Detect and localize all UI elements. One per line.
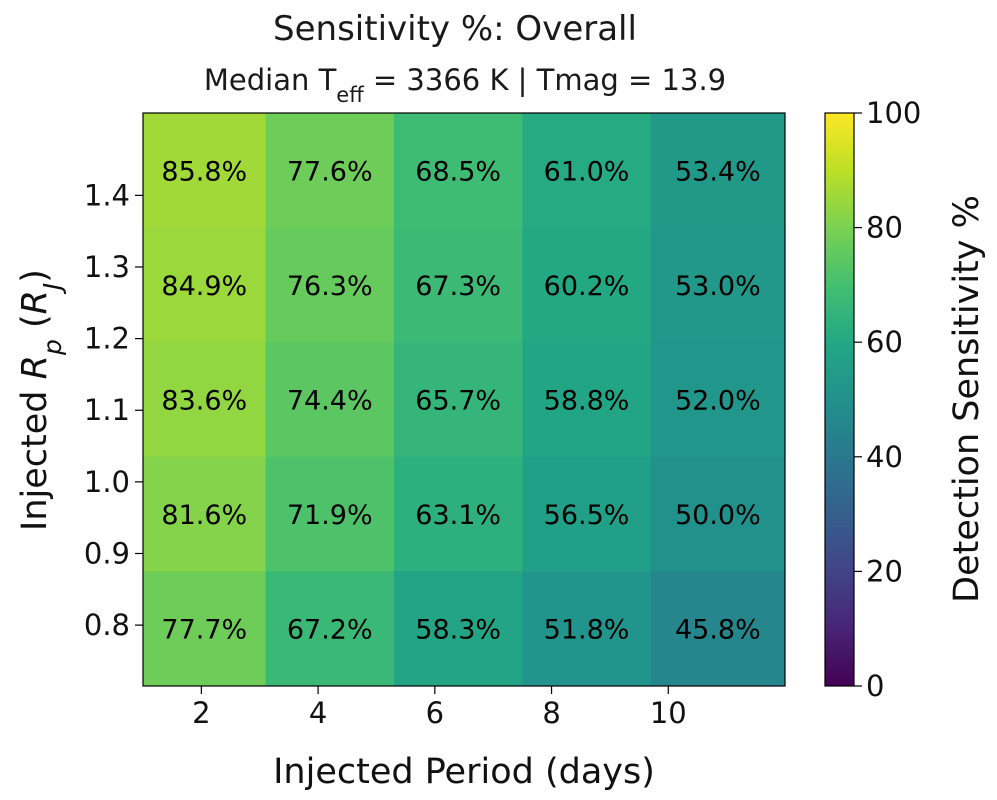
cell-value-label: 51.8% xyxy=(544,615,630,646)
colorbar-tick-label: 40 xyxy=(866,440,903,474)
heatmap-cell xyxy=(650,342,786,458)
cell-value-label: 53.4% xyxy=(675,156,761,187)
heatmap-cell xyxy=(522,227,652,343)
x-tick-label: 10 xyxy=(650,696,687,730)
x-axis-ticks: 2 4 6 8 10 xyxy=(192,686,687,730)
x-tick-label: 4 xyxy=(309,696,327,730)
cell-value-label: 74.4% xyxy=(287,386,373,417)
heatmap-cell xyxy=(143,456,267,572)
x-axis-label: Injected Period (days) xyxy=(273,752,655,792)
cell-value-label: 65.7% xyxy=(415,386,501,417)
cell-value-label: 77.6% xyxy=(287,156,373,187)
cell-value-label: 58.3% xyxy=(415,615,501,646)
y-tick-label: 1.1 xyxy=(84,393,130,427)
heatmap-cell xyxy=(393,456,523,572)
cell-value-label: 76.3% xyxy=(287,271,373,302)
heatmap-cell xyxy=(143,571,267,687)
x-tick-label: 6 xyxy=(426,696,444,730)
heatmap-cell xyxy=(143,342,267,458)
heatmap-cell xyxy=(265,456,395,572)
colorbar-tick-label: 20 xyxy=(866,554,903,588)
heatmap-cell xyxy=(393,113,523,229)
colorbar-label: Detection Sensitivity % xyxy=(947,195,987,603)
y-tick-label: 1.3 xyxy=(84,250,130,284)
heatmap-cell xyxy=(143,113,267,229)
colorbar xyxy=(824,112,855,687)
heatmap-cell xyxy=(650,227,786,343)
cell-value-label: 67.2% xyxy=(287,615,373,646)
colorbar-tick-label: 60 xyxy=(866,325,903,359)
heatmap-cell xyxy=(143,227,267,343)
cell-value-label: 83.6% xyxy=(161,386,247,417)
heatmap-cell-labels: 85.8% 77.6% 68.5% 61.0% 53.4% 84.9% 76.3% 67.3%… xyxy=(161,156,760,645)
colorbar-tick-label: 80 xyxy=(866,211,903,245)
cell-value-label: 81.6% xyxy=(161,500,247,531)
colorbar-tick-label: 100 xyxy=(866,96,921,130)
heatmap-cell xyxy=(265,113,395,229)
heatmap-cells xyxy=(143,113,786,687)
heatmap-cell xyxy=(265,227,395,343)
cell-value-label: 77.7% xyxy=(161,615,247,646)
cell-value-label: 61.0% xyxy=(544,156,630,187)
chart-subtitle: Median Teff = 3366 K | Tmag = 13.9 xyxy=(204,63,726,107)
cell-value-label: 85.8% xyxy=(161,156,247,187)
plot-frame xyxy=(142,112,786,687)
cell-value-label: 58.8% xyxy=(544,386,630,417)
heatmap-cell xyxy=(522,342,652,458)
heatmap-cell xyxy=(393,342,523,458)
heatmap-cell xyxy=(650,113,786,229)
y-tick-label: 1.0 xyxy=(84,465,130,499)
cell-value-label: 45.8% xyxy=(675,615,761,646)
x-tick-label: 2 xyxy=(192,696,210,730)
y-axis-label: Injected Rp (RJ) xyxy=(15,269,67,531)
heatmap-cell xyxy=(393,227,523,343)
cell-value-label: 52.0% xyxy=(675,386,761,417)
heatmap-cell xyxy=(522,571,652,687)
cell-value-label: 56.5% xyxy=(544,500,630,531)
cell-value-label: 53.0% xyxy=(675,271,761,302)
cell-value-label: 63.1% xyxy=(415,500,501,531)
cell-value-label: 84.9% xyxy=(161,271,247,302)
heatmap-cell xyxy=(522,456,652,572)
heatmap-cell xyxy=(650,456,786,572)
y-tick-label: 0.8 xyxy=(84,608,130,642)
chart-title: Sensitivity %: Overall xyxy=(273,9,637,49)
cell-value-label: 67.3% xyxy=(415,271,501,302)
cell-value-label: 68.5% xyxy=(415,156,501,187)
cell-value-label: 71.9% xyxy=(287,500,373,531)
x-tick-label: 8 xyxy=(542,696,560,730)
y-tick-label: 1.4 xyxy=(84,178,130,212)
y-tick-label: 0.9 xyxy=(84,536,130,570)
cell-value-label: 50.0% xyxy=(675,500,761,531)
y-axis-ticks: 1.4 1.3 1.2 1.1 1.0 0.9 0.8 xyxy=(84,178,143,642)
heatmap-cell xyxy=(522,113,652,229)
heatmap-cell xyxy=(265,571,395,687)
heatmap-cell xyxy=(265,342,395,458)
cell-value-label: 60.2% xyxy=(544,271,630,302)
colorbar-tick-label: 0 xyxy=(866,669,884,703)
heatmap-cell xyxy=(393,571,523,687)
y-tick-label: 1.2 xyxy=(84,322,130,356)
heatmap-cell xyxy=(650,571,786,687)
colorbar-ticks: 0 20 40 60 80 100 xyxy=(854,96,921,703)
